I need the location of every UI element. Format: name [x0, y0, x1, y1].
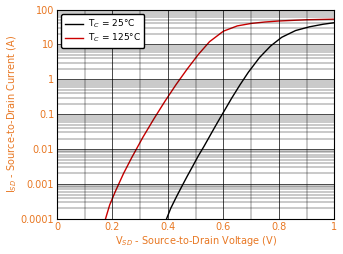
T$_C$ = 25°C: [224, 106, 228, 109]
T$_C$ = 25°C: [230, 97, 234, 100]
T$_C$ = 25°C: [185, 174, 189, 178]
T$_C$ = 25°C: [180, 185, 184, 188]
T$_C$ = 125°C: [174, 83, 178, 86]
T$_C$ = 125°C: [152, 117, 156, 120]
T$_C$ = 125°C: [185, 67, 189, 70]
T$_C$ = 125°C: [291, 19, 295, 22]
T$_C$ = 25°C: [269, 44, 273, 47]
T$_C$ = 25°C: [208, 135, 212, 138]
T$_C$ = 25°C: [246, 71, 250, 74]
T$_C$ = 125°C: [208, 40, 212, 43]
T$_C$ = 25°C: [218, 116, 223, 119]
Line: T$_C$ = 125°C: T$_C$ = 125°C: [106, 19, 334, 219]
T$_C$ = 125°C: [263, 21, 267, 24]
T$_C$ = 25°C: [191, 164, 195, 167]
T$_C$ = 125°C: [235, 24, 239, 27]
T$_C$ = 125°C: [121, 172, 126, 175]
T$_C$ = 25°C: [257, 56, 261, 59]
T$_C$ = 25°C: [174, 196, 178, 199]
Legend: T$_C$ = 25°C, T$_C$ = 125°C: T$_C$ = 25°C, T$_C$ = 125°C: [61, 14, 144, 48]
T$_C$ = 125°C: [104, 217, 108, 220]
T$_C$ = 125°C: [305, 18, 309, 21]
T$_C$ = 25°C: [165, 217, 169, 220]
T$_C$ = 125°C: [221, 30, 225, 33]
T$_C$ = 25°C: [213, 125, 217, 128]
T$_C$ = 25°C: [202, 145, 206, 148]
T$_C$ = 125°C: [163, 99, 167, 102]
T$_C$ = 25°C: [280, 36, 284, 39]
Y-axis label: I$_{SD}$ - Source-to-Drain Current (A): I$_{SD}$ - Source-to-Drain Current (A): [5, 35, 19, 193]
T$_C$ = 25°C: [332, 21, 336, 24]
T$_C$ = 25°C: [169, 207, 173, 210]
T$_C$ = 25°C: [238, 83, 242, 86]
T$_C$ = 125°C: [197, 53, 201, 56]
T$_C$ = 125°C: [249, 22, 253, 25]
T$_C$ = 125°C: [113, 190, 117, 193]
T$_C$ = 125°C: [318, 18, 322, 21]
T$_C$ = 25°C: [321, 23, 326, 26]
T$_C$ = 25°C: [294, 29, 298, 32]
T$_C$ = 125°C: [141, 136, 145, 139]
T$_C$ = 25°C: [307, 25, 311, 28]
T$_C$ = 125°C: [277, 20, 281, 23]
T$_C$ = 125°C: [130, 156, 134, 159]
X-axis label: V$_{SD}$ - Source-to-Drain Voltage (V): V$_{SD}$ - Source-to-Drain Voltage (V): [115, 234, 277, 248]
T$_C$ = 25°C: [197, 154, 201, 157]
T$_C$ = 125°C: [332, 18, 336, 21]
Line: T$_C$ = 25°C: T$_C$ = 25°C: [167, 23, 334, 219]
T$_C$ = 125°C: [108, 203, 112, 207]
